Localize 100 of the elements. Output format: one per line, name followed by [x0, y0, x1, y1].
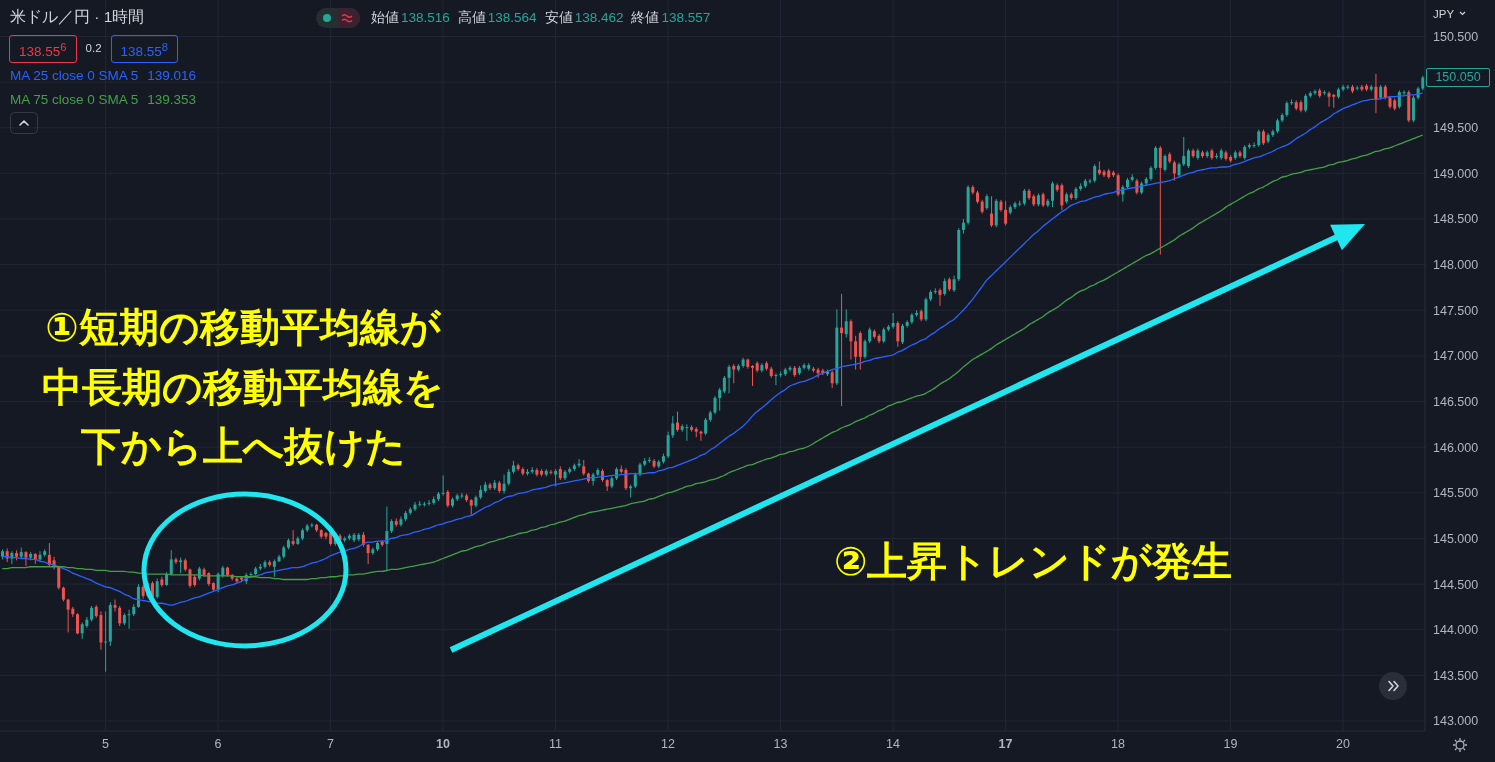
x-tick-label: 12 — [661, 736, 675, 751]
candlestick — [1186, 148, 1190, 169]
candlestick — [249, 571, 253, 579]
annotation: ①短期の移動平均線が中長期の移動平均線を下から上へ抜けた — [42, 304, 444, 469]
candlestick — [896, 320, 900, 348]
annotation: 139.353 — [147, 91, 197, 109]
annotation: 139.016 — [147, 67, 197, 85]
candlestick — [1402, 89, 1406, 96]
y-tick-label: 148.500 — [1433, 212, 1479, 227]
candlestick — [155, 578, 159, 600]
candlestick — [1158, 145, 1162, 256]
candlestick — [685, 423, 689, 442]
x-tick-label: 7 — [326, 736, 334, 751]
candlestick — [66, 598, 70, 633]
y-tick-label: 149.000 — [1433, 166, 1479, 181]
candlestick — [858, 330, 862, 371]
candlestick — [24, 550, 28, 567]
y-tick-label: 144.000 — [1433, 623, 1479, 638]
candlestick — [310, 522, 314, 528]
candlestick — [990, 195, 994, 228]
annotation: 138.516 — [401, 9, 450, 27]
candlestick — [118, 605, 122, 627]
candlestick — [263, 559, 267, 570]
candlestick — [751, 364, 754, 387]
y-tick-label: 146.500 — [1433, 394, 1479, 409]
candlestick — [1088, 178, 1092, 184]
y-tick-label: 143.500 — [1433, 668, 1479, 683]
candlestick — [891, 312, 895, 330]
candlestick — [1182, 136, 1186, 167]
candlestick — [1327, 90, 1331, 108]
candlestick — [844, 308, 848, 339]
y-tick-label: 149.500 — [1433, 121, 1479, 136]
candlestick — [136, 583, 140, 609]
candlestick — [1304, 93, 1308, 113]
y-tick-label: 150.500 — [1433, 29, 1479, 44]
candlestick — [938, 287, 942, 307]
candlestick — [863, 338, 867, 360]
candlestick — [666, 431, 670, 459]
x-tick-label: 10 — [436, 736, 450, 751]
annotation: 138.462 — [574, 9, 624, 27]
text: 米ドル／円 · 1時間 — [10, 8, 145, 25]
annotation: 138.564 — [487, 9, 537, 27]
candlestick — [10, 550, 14, 565]
y-axis-title: JPY — [1433, 8, 1455, 20]
candlestick — [779, 370, 783, 378]
candlestick — [160, 576, 164, 588]
candlestick — [441, 474, 445, 497]
annotation: 138.557 — [661, 9, 711, 27]
candlestick — [174, 557, 178, 565]
x-tick-label: 17 — [998, 736, 1013, 751]
annotation: 高値 — [457, 9, 486, 27]
candlestick — [85, 616, 89, 629]
text: 150.050 — [1435, 70, 1481, 84]
y-tick-label: 145.500 — [1433, 486, 1479, 501]
annotation: 0.2 — [85, 42, 102, 55]
y-tick-label: 146.000 — [1433, 440, 1479, 455]
annotation: 始値 — [371, 9, 399, 27]
y-tick-label: 144.500 — [1433, 577, 1479, 592]
x-tick-label: 5 — [101, 736, 109, 751]
x-tick-label: 13 — [773, 736, 788, 751]
candlestick — [427, 499, 431, 507]
x-tick-label: 14 — [886, 736, 900, 751]
candlestick — [1093, 163, 1097, 184]
candlestick — [1051, 181, 1054, 208]
candlestick — [676, 411, 679, 433]
candlestick — [849, 318, 853, 361]
candlestick — [840, 293, 844, 407]
candlestick — [169, 549, 173, 576]
x-tick-label: 11 — [548, 736, 562, 751]
candlestick — [1313, 88, 1317, 96]
annotation: 138.55$^{6}$ — [19, 40, 67, 59]
x-tick-label: 20 — [1336, 736, 1350, 751]
y-tick-label: 143.000 — [1433, 714, 1479, 729]
y-tick-label: 147.500 — [1433, 303, 1479, 318]
candlestick — [802, 362, 806, 371]
candlestick — [460, 492, 464, 499]
candlestick — [127, 609, 131, 630]
candlestick — [1172, 160, 1176, 182]
annotation: ②上昇トレンドが発生 — [834, 538, 1233, 584]
candlestick — [924, 297, 928, 322]
y-tick-label: 145.000 — [1433, 531, 1479, 546]
x-tick-label: 18 — [1111, 736, 1125, 751]
candlestick — [385, 506, 389, 572]
annotation: 安値 — [544, 9, 573, 27]
candlestick — [1411, 95, 1415, 123]
x-tick-label: 19 — [1223, 736, 1238, 751]
annotation: 138.55$^{8}$ — [120, 40, 169, 59]
x-tick-label: 6 — [214, 736, 222, 751]
candlestick — [727, 364, 731, 394]
candlestick — [1290, 98, 1294, 106]
candlestick — [1154, 145, 1158, 171]
candlestick — [624, 467, 628, 491]
candlestick — [1374, 73, 1378, 114]
candlestick — [113, 599, 117, 612]
y-tick-label: 147.000 — [1433, 349, 1479, 364]
candlestick — [1252, 141, 1256, 149]
candlestick — [774, 372, 778, 386]
candlestick — [671, 415, 675, 439]
candlestick — [854, 335, 858, 371]
candlestick — [366, 543, 370, 565]
